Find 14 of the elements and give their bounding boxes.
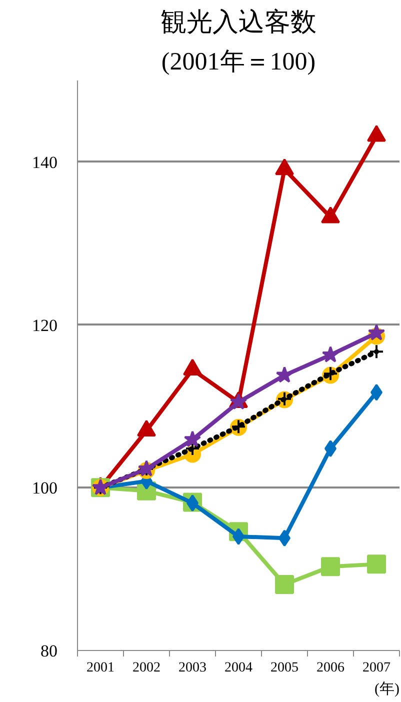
y-tick-label: 100: [32, 478, 58, 498]
x-tick-label: 2002: [132, 660, 160, 676]
x-tick-label: 2005: [270, 660, 298, 676]
x-tick-label: 2007: [362, 660, 390, 676]
x-tick-label: 2003: [178, 660, 206, 676]
x-tick-label: 2006: [316, 660, 344, 676]
y-tick-label: 120: [32, 316, 58, 335]
chart-subtitle: (2001年＝100): [161, 48, 316, 76]
y-tick-label: 80: [40, 642, 58, 660]
x-tick-label: 2001: [86, 660, 114, 676]
chart-title: 観光入込客数: [160, 8, 316, 36]
x-axis-title: (年): [374, 680, 400, 698]
y-tick-label: 140: [32, 152, 58, 172]
x-tick-label: 2004: [224, 660, 252, 676]
